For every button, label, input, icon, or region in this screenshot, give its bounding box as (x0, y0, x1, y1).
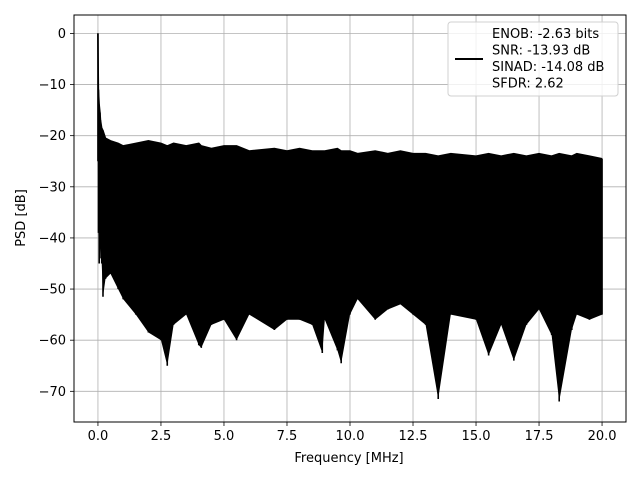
x-tick-label: 5.0 (214, 429, 235, 444)
x-tick-label: 2.5 (151, 429, 172, 444)
x-tick-label: 12.5 (399, 429, 428, 444)
data-series (97, 33, 603, 402)
legend-entry-line: SNR: -13.93 dB (492, 44, 590, 59)
x-tick-label: 7.5 (277, 429, 298, 444)
psd-series-line (97, 33, 603, 160)
y-axis-label: PSD [dB] (14, 189, 29, 247)
y-tick-label: −30 (39, 180, 66, 195)
y-tick-label: −20 (39, 129, 66, 144)
y-tick-label: −70 (39, 385, 66, 400)
legend-entry-line: ENOB: -2.63 bits (492, 27, 599, 42)
y-tick-label: −60 (39, 334, 66, 349)
x-axis-label: Frequency [MHz] (294, 451, 403, 466)
y-tick-label: −40 (39, 231, 66, 246)
x-tick-label: 10.0 (336, 429, 365, 444)
legend-entry: ENOB: -2.63 bits SNR: -13.93 dB SINAD: -14… (492, 27, 604, 92)
legend: ENOB: -2.63 bits SNR: -13.93 dB SINAD: -14… (447, 21, 619, 97)
legend-box (447, 21, 619, 97)
y-tick-label: −50 (39, 283, 66, 298)
axis-ticks: 0.0 2.5 5.0 7.5 10.0 12.5 15.0 17.5 20.0 0 −10 −20 −… (39, 27, 617, 444)
x-tick-label: 20.0 (588, 429, 617, 444)
x-tick-label: 15.0 (462, 429, 491, 444)
y-tick-label: −10 (39, 78, 66, 93)
legend-entry-line: SINAD: -14.08 dB (492, 60, 604, 75)
legend-entry-line: SFDR: 2.62 (492, 77, 564, 92)
x-tick-label: 0.0 (88, 429, 109, 444)
x-tick-label: 17.5 (525, 429, 554, 444)
y-tick-label: 0 (58, 27, 66, 42)
